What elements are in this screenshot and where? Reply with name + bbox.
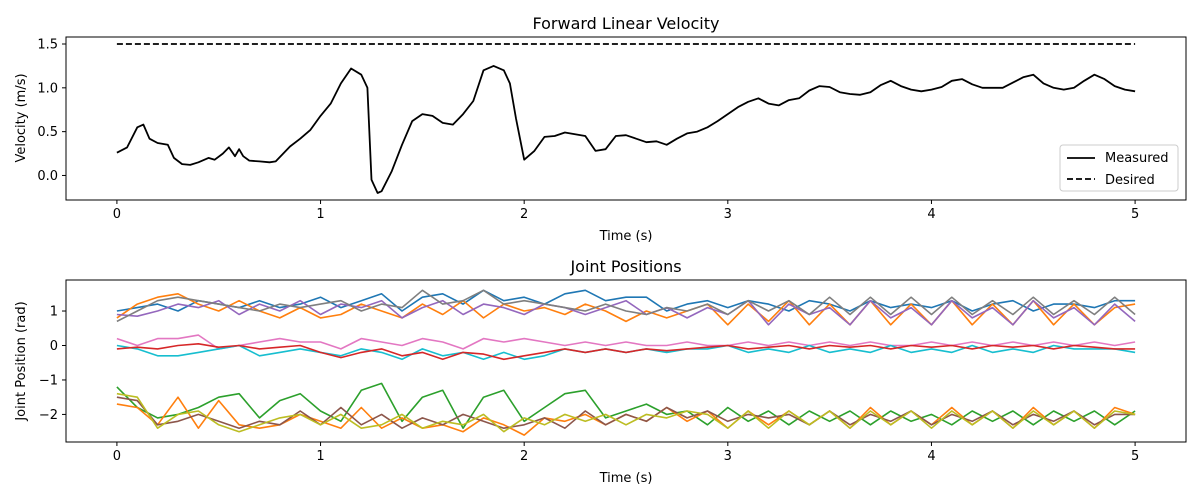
joint-series-line-3 (116, 289, 1136, 323)
y-tick-label: 1.0 (37, 81, 58, 96)
x-tick-label: 1 (316, 449, 324, 464)
legend-measured-label: Measured (1105, 151, 1169, 166)
joint-ticks: 0 1 2 3 4 5 −2 −1 0 1 (39, 305, 1139, 464)
legend-desired-label: Desired (1105, 173, 1155, 188)
x-tick-label: 3 (724, 449, 732, 464)
x-tick-label: 5 (1131, 207, 1139, 222)
joint-x-axis-label: Time (s) (599, 471, 653, 486)
velocity-chart-title: Forward Linear Velocity (532, 14, 719, 33)
joint-series-line-6 (116, 342, 1136, 361)
joint-chart-title: Joint Positions (569, 257, 681, 276)
velocity-plot-area (65, 36, 1187, 201)
joint-series-line-1 (116, 292, 1136, 326)
velocity-ticks: 0 1 2 3 4 5 0.0 0.5 1.0 1.5 (37, 38, 1139, 222)
x-tick-label: 3 (724, 207, 732, 222)
y-tick-label: −2 (39, 408, 58, 423)
y-tick-label: 1.5 (37, 38, 58, 53)
x-tick-label: 5 (1131, 449, 1139, 464)
y-tick-label: 0.5 (37, 125, 58, 140)
joint-series-line-10 (116, 392, 1136, 433)
joint-series-line-7 (116, 382, 1136, 430)
joint-series-line-2 (116, 299, 1136, 326)
joint-y-axis-label: Joint Position (rad) (14, 301, 29, 421)
velocity-chart: Forward Linear Velocity 0 1 2 3 4 5 0.0 0.5 1.0 1… (14, 14, 1187, 244)
joint-lines (116, 289, 1136, 436)
x-tick-label: 0 (113, 207, 121, 222)
joint-series-line-4 (116, 334, 1136, 350)
y-tick-label: 1 (50, 305, 58, 320)
velocity-x-axis-label: Time (s) (599, 229, 653, 244)
y-tick-label: 0.0 (37, 169, 58, 184)
x-tick-label: 0 (113, 449, 121, 464)
joint-series-line-9 (116, 396, 1136, 430)
x-tick-label: 4 (927, 207, 935, 222)
measured-series-line-0 (116, 65, 1136, 194)
y-tick-label: 0 (50, 339, 58, 354)
velocity-legend: Measured Desired (1059, 144, 1179, 192)
y-tick-label: −1 (39, 373, 58, 388)
joint-series-line-0 (116, 289, 1136, 312)
velocity-y-axis-label: Velocity (m/s) (14, 73, 29, 162)
x-tick-label: 2 (520, 449, 528, 464)
x-tick-label: 2 (520, 207, 528, 222)
x-tick-label: 4 (927, 449, 935, 464)
x-tick-label: 1 (316, 207, 324, 222)
joint-chart: Joint Positions 0 1 2 3 4 5 −2 −1 0 1 Time (s) Jo… (14, 257, 1187, 486)
velocity-lines (116, 43, 1136, 194)
